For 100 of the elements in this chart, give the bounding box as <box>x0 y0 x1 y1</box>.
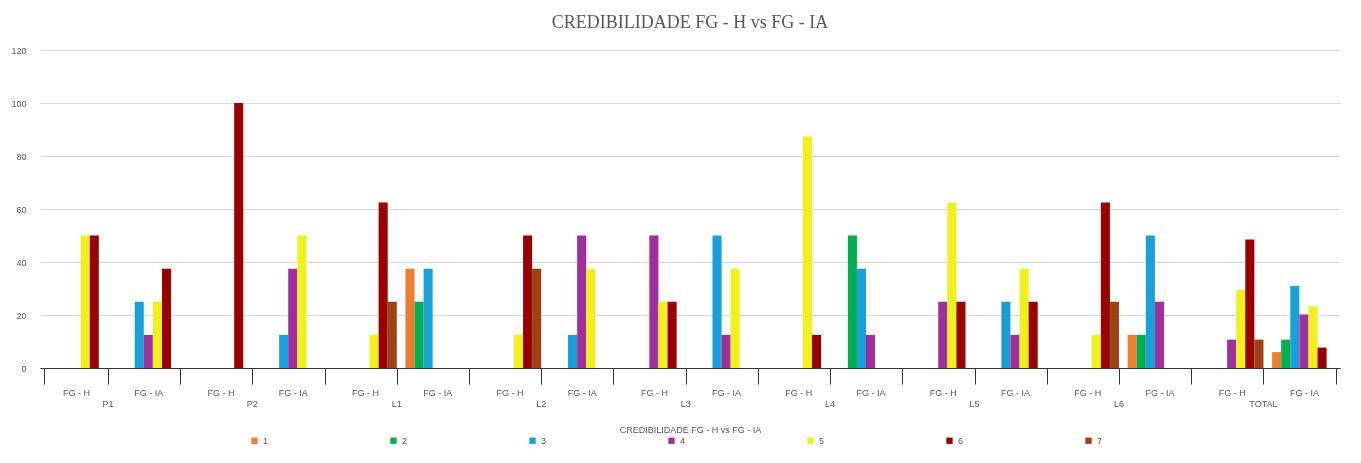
bar <box>1272 352 1282 368</box>
x-tick-label: FG - H <box>1074 387 1102 398</box>
x-tick-label: FG - IA <box>278 387 308 398</box>
bar <box>1091 334 1101 368</box>
x-axis-title: CREDIBILIDADE FG - H vs FG - IA <box>619 424 762 435</box>
x-tick-label: FG - H <box>785 387 813 398</box>
text: P2 <box>246 399 258 409</box>
bar <box>721 334 731 368</box>
bar <box>802 136 812 368</box>
bar <box>866 334 876 368</box>
bar <box>856 268 867 368</box>
bar <box>1290 285 1300 368</box>
bar <box>577 235 587 368</box>
bar <box>1019 268 1029 368</box>
y-tick-label: 120 <box>11 45 27 56</box>
x-tick-label: FG - IA <box>423 387 453 398</box>
bar <box>279 334 289 368</box>
text: L1 <box>391 399 402 409</box>
bar <box>847 235 857 368</box>
x-tick-label: FG - IA <box>1289 387 1319 398</box>
text: L2 <box>536 399 547 409</box>
bar <box>1100 202 1110 368</box>
y-tick-label: 100 <box>11 98 27 109</box>
text: P1 <box>102 399 114 409</box>
legend-label: 5 <box>819 435 825 446</box>
bar <box>89 235 99 368</box>
bar <box>387 301 397 368</box>
bar <box>938 301 948 368</box>
text: L3 <box>680 399 691 409</box>
x-tick-label: FG - IA <box>1001 387 1030 398</box>
bar <box>161 268 172 368</box>
bar <box>1127 334 1137 368</box>
bar <box>513 334 524 368</box>
y-tick-label: 0 <box>21 363 27 374</box>
bar <box>712 235 722 368</box>
bar <box>152 301 162 368</box>
y-tick-label: 80 <box>16 151 27 162</box>
text: L6 <box>1113 399 1125 409</box>
bar <box>1254 339 1264 368</box>
x-tick-label: FG - H <box>1218 387 1246 398</box>
y-tick-label: 20 <box>16 310 27 321</box>
bar <box>947 202 957 368</box>
text: TOTAL <box>1249 399 1278 409</box>
bar <box>586 268 596 368</box>
bar <box>1281 339 1291 368</box>
x-tick-label: FG - IA <box>567 387 597 398</box>
bar <box>1245 239 1255 368</box>
legend-label: 6 <box>958 435 964 446</box>
bar <box>1136 334 1146 368</box>
text: L4 <box>825 399 836 409</box>
x-tick-label: FG - IA <box>134 387 164 398</box>
bar <box>658 301 668 368</box>
text: L5 <box>969 399 980 409</box>
bar <box>423 268 433 368</box>
bar <box>234 103 244 368</box>
bar <box>956 301 966 368</box>
y-tick-label: 40 <box>16 257 27 268</box>
x-tick-label: FG - IA <box>712 387 742 398</box>
chart-title: CREDIBILIDADE FG - H vs FG - IA <box>551 12 829 32</box>
x-tick-label: FG - IA <box>856 387 886 398</box>
x-tick-label: FG - IA <box>1145 387 1175 398</box>
bar <box>1010 334 1020 368</box>
bar <box>405 268 415 368</box>
bar <box>1308 306 1318 368</box>
bar <box>369 334 379 368</box>
bar <box>1227 339 1237 368</box>
y-tick-label: 60 <box>16 204 27 215</box>
bar <box>1145 235 1155 368</box>
x-tick-label: FG - H <box>352 387 379 398</box>
bar <box>1109 301 1119 368</box>
bar <box>134 301 144 368</box>
bar <box>730 268 740 368</box>
bar <box>1154 301 1164 368</box>
bar <box>1001 301 1011 368</box>
x-tick-label: FG - H <box>63 387 91 398</box>
x-tick-label: FG - H <box>929 387 957 398</box>
bar <box>523 235 533 368</box>
legend-label: 7 <box>1097 435 1103 446</box>
bar <box>532 268 542 368</box>
x-tick-label: FG - H <box>640 387 668 398</box>
bar <box>143 334 153 368</box>
bar <box>1236 289 1246 368</box>
bar <box>1028 301 1038 368</box>
bar <box>378 202 388 368</box>
bar <box>288 268 298 368</box>
legend-label: 2 <box>402 435 408 446</box>
legend-label: 4 <box>680 435 686 446</box>
bar <box>1299 314 1309 368</box>
bar <box>568 334 578 368</box>
x-tick-label: FG - H <box>207 387 235 398</box>
bar <box>297 235 307 368</box>
bar <box>811 334 822 368</box>
legend-label: 3 <box>541 435 547 446</box>
bar <box>649 235 659 368</box>
bar <box>414 301 424 368</box>
bar <box>667 301 677 368</box>
bar <box>1317 347 1327 368</box>
x-tick-label: FG - H <box>496 387 524 398</box>
legend-label: 1 <box>263 435 269 446</box>
bar <box>80 235 90 368</box>
